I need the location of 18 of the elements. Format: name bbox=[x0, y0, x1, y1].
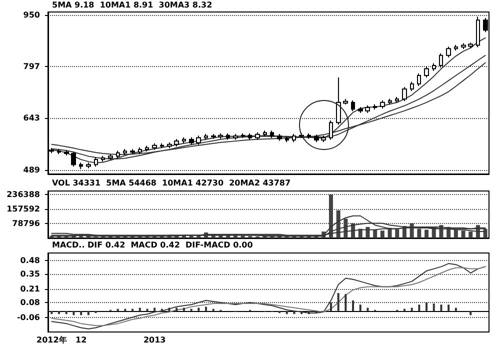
text: VOL 34331 5MA 54468 10MA1 42730 20MA2 43787 bbox=[52, 178, 291, 188]
x-tick-label: 2013 bbox=[143, 336, 166, 344]
x-tick-label: 12 bbox=[76, 336, 87, 344]
y-tick-label: 489 bbox=[23, 165, 40, 174]
y-tick-label: 643 bbox=[23, 114, 40, 123]
y-tick-label: 236388 bbox=[6, 190, 40, 199]
y-tick-label: 0.48 bbox=[20, 256, 40, 265]
y-tick-label: 0.08 bbox=[20, 298, 40, 308]
text: MACD.. DIF 0.42 MACD 0.42 DIF-MACD 0.00 bbox=[52, 240, 254, 250]
y-tick-label: -0.06 bbox=[16, 312, 40, 322]
y-tick-label: 0.35 bbox=[20, 270, 40, 279]
y-tick-label: 78796 bbox=[12, 218, 40, 228]
y-tick-label: 797 bbox=[23, 62, 40, 71]
y-tick-label: 0.21 bbox=[20, 284, 40, 294]
y-tick-label: 950 bbox=[23, 10, 40, 20]
x-tick-label: 2012年 bbox=[36, 336, 67, 344]
y-tick-label: 157592 bbox=[6, 204, 40, 214]
text: 5MA 9.18 10MA1 8.91 30MA3 8.32 bbox=[52, 0, 212, 10]
